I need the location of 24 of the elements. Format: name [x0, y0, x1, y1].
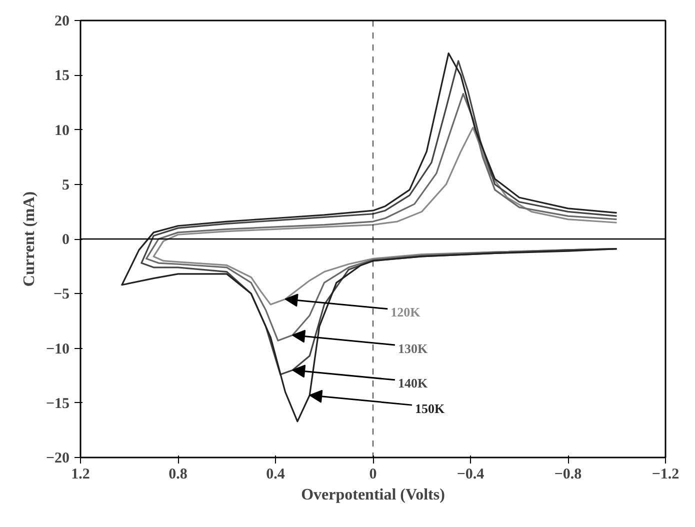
x-tick-label: −0.8 [554, 466, 582, 482]
line-series [121, 52, 618, 422]
y-tick-label: −5 [53, 286, 70, 303]
y-tick-label: 10 [54, 122, 70, 139]
x-tick-label: −1.2 [652, 466, 680, 482]
line-series [146, 92, 618, 342]
y-tick-label: 15 [54, 68, 70, 84]
y-tick-label: 0 [62, 232, 70, 248]
text: 150K [415, 400, 446, 416]
y-tick-label: 5 [62, 177, 70, 194]
y-tick-label: 20 [54, 14, 70, 30]
text: 130K [398, 340, 428, 356]
x-tick-label: 0 [369, 466, 377, 482]
x-tick-label: −0.4 [456, 466, 485, 482]
y-tick-label: −20 [46, 450, 70, 466]
x-axis-title: Overpotential (Volts) [301, 486, 445, 504]
y-axis-title: Current (mA) [20, 191, 38, 287]
x-tick-label: 0.4 [266, 466, 286, 482]
text: 140K [398, 376, 428, 391]
x-tick-label: 0.8 [168, 466, 188, 482]
y-tick-label: −15 [46, 396, 70, 412]
text: 120K [390, 304, 422, 320]
y-tick-label: −10 [46, 341, 70, 358]
x-tick-label: 1.2 [71, 466, 90, 482]
